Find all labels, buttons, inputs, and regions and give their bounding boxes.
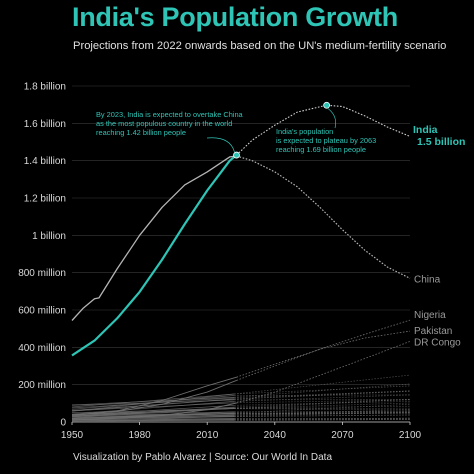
other-country-projection [234, 390, 411, 399]
x-tick-label: 2070 [331, 430, 354, 441]
x-tick-label: 1950 [61, 430, 84, 441]
annotation-plateau-text: is expected to plateau by 2063 [276, 136, 376, 145]
annotation-plateau-text: reaching 1.69 billion people [276, 145, 366, 154]
india-line [71, 154, 238, 357]
y-tick-label: 400 million [18, 343, 66, 354]
other-country-projection [234, 394, 411, 402]
x-axis: 1950 1980 2010 2040 2070 2100 [61, 421, 422, 441]
other-countries-lines [71, 374, 411, 422]
nigeria-label: Nigeria [414, 310, 446, 321]
other-country-line [71, 393, 235, 408]
other-country-projection [234, 374, 411, 395]
annotation-overtake-text: By 2023, India is expected to overtake C… [96, 110, 244, 119]
other-country-projection [234, 405, 411, 409]
y-tick-label: 0 [60, 418, 66, 429]
y-tick-label: 600 million [18, 306, 66, 317]
x-tick-label: 2100 [399, 430, 422, 441]
other-country-projection [234, 410, 411, 413]
overtake-marker [233, 151, 240, 159]
china-label: China [414, 274, 441, 285]
y-tick-label: 1.4 billion [24, 156, 66, 167]
china-projection-line [236, 155, 411, 279]
pakistan-projection-line [236, 330, 411, 378]
annotation-plateau-text: India's population [276, 127, 333, 136]
annotation-overtake-text: reaching 1.42 billion people [96, 128, 186, 137]
pakistan-label: Pakistan [414, 326, 452, 337]
other-country-projection [234, 408, 411, 411]
other-country-line [71, 419, 235, 421]
pakistan-line [71, 376, 237, 416]
dr-congo-label: DR Congo [414, 337, 461, 348]
other-country-projection [234, 414, 411, 418]
x-tick-label: 2010 [196, 430, 219, 441]
dr-congo-projection-line [236, 341, 411, 404]
annotations: By 2023, India is expected to overtake C… [96, 101, 376, 159]
other-country-line [71, 411, 235, 415]
other-country-line [71, 406, 235, 417]
china-line [71, 155, 237, 321]
india-label: India [413, 124, 438, 136]
chart-title: India's Population Growth [72, 2, 398, 32]
grid-lines [72, 85, 410, 385]
y-axis: 0 200 million 400 million 600 million 800 mi… [18, 82, 66, 429]
other-country-projection [234, 419, 410, 421]
other-country-line [71, 398, 235, 412]
other-country-projection [234, 383, 411, 398]
chart-subtitle: Projections from 2022 onwards based on t… [73, 40, 447, 52]
other-country-projection [234, 401, 411, 406]
annotation-overtake-text: as the most populous country in the worl… [96, 119, 232, 128]
other-country-projection [234, 398, 411, 409]
india-value-label: 1.5 billion [417, 136, 465, 148]
other-country-projection [234, 385, 411, 395]
y-tick-label: 800 million [18, 268, 66, 279]
y-tick-label: 1.2 billion [24, 194, 66, 205]
y-tick-label: 1 billion [32, 231, 66, 242]
other-country-projection [234, 411, 411, 417]
chart-footer: Visualization by Pablo Alvarez | Source:… [73, 452, 333, 463]
nigeria-projection-line [236, 319, 411, 381]
dr-congo-line [71, 402, 237, 421]
other-country-line [71, 396, 235, 406]
y-tick-label: 200 million [18, 380, 66, 391]
annotation-overtake-arrow [206, 137, 235, 153]
other-country-line [71, 413, 235, 417]
other-country-line [71, 420, 235, 422]
x-tick-label: 2040 [264, 430, 287, 441]
other-country-projection [234, 412, 411, 415]
other-country-projection [234, 390, 411, 400]
y-tick-label: 1.8 billion [24, 82, 66, 93]
peak-marker [323, 101, 331, 109]
other-country-projection [234, 390, 411, 400]
other-country-projection [234, 402, 411, 409]
y-tick-label: 1.6 billion [24, 119, 66, 130]
series-lines [71, 104, 411, 421]
x-tick-label: 1980 [128, 430, 151, 441]
annotation-plateau-arrow [327, 107, 337, 129]
other-country-line [71, 402, 235, 412]
other-country-projection [234, 403, 411, 414]
other-country-projection [234, 399, 411, 404]
